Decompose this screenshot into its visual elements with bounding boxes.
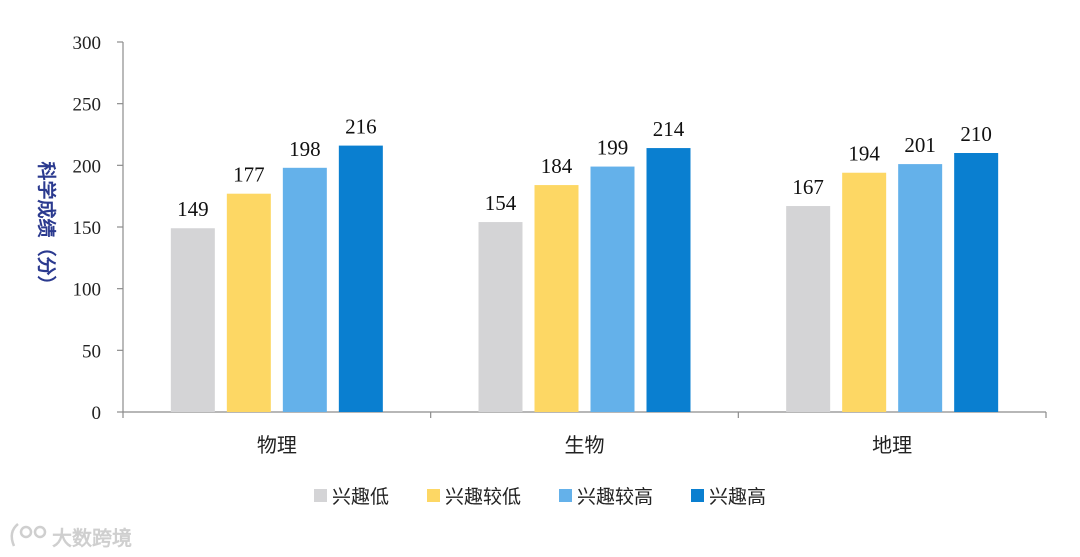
bar xyxy=(898,164,943,412)
bars xyxy=(170,145,999,413)
data-label: 201 xyxy=(904,133,936,157)
y-tick-label: 200 xyxy=(73,156,102,177)
y-tick-label: 100 xyxy=(73,280,102,301)
data-label: 194 xyxy=(848,142,880,166)
bar xyxy=(478,222,523,412)
bar xyxy=(954,153,999,412)
data-label: 210 xyxy=(960,122,992,146)
bar xyxy=(282,167,327,412)
legend-label: 兴趣高 xyxy=(709,486,766,508)
data-labels: 149 177 198 216 154 184 199 214 167 194 201 210 xyxy=(177,115,992,222)
bar xyxy=(646,148,691,413)
y-tick-label: 250 xyxy=(73,95,102,116)
brand-logo-icon xyxy=(10,523,47,547)
data-label: 199 xyxy=(597,136,629,160)
x-category-label: 物理 xyxy=(257,433,297,457)
bar xyxy=(534,185,579,412)
legend-swatch xyxy=(314,489,327,502)
legend-label: 兴趣低 xyxy=(332,486,389,508)
x-category-label: 生物 xyxy=(565,433,605,457)
bar xyxy=(226,193,271,412)
x-category-label: 地理 xyxy=(872,433,912,457)
y-tick-label: 150 xyxy=(73,218,102,239)
data-label: 198 xyxy=(289,137,321,161)
bar xyxy=(786,206,831,412)
y-tick-label: 50 xyxy=(82,341,101,362)
axes: 0 50 100 150 200 250 300 物理 生物 地理 xyxy=(73,33,1047,457)
legend-label: 兴趣较低 xyxy=(445,486,521,508)
legend: 兴趣低 兴趣较低 兴趣较高 兴趣高 xyxy=(314,486,766,508)
legend-swatch xyxy=(559,489,572,502)
data-label: 214 xyxy=(653,117,685,141)
y-tick-label: 0 xyxy=(92,403,102,424)
legend-swatch xyxy=(427,489,440,502)
data-label: 184 xyxy=(541,154,573,178)
data-label: 149 xyxy=(177,197,209,221)
bar xyxy=(842,172,887,412)
data-label: 177 xyxy=(233,163,265,187)
watermark-text: 大数跨境 xyxy=(52,526,132,550)
data-label: 216 xyxy=(345,115,377,139)
bar xyxy=(590,166,635,412)
y-tick-label: 300 xyxy=(73,33,102,54)
data-label: 167 xyxy=(792,175,824,199)
watermark: 大数跨境 xyxy=(10,523,132,550)
bar xyxy=(170,228,215,412)
y-axis-title: 科学成绩（分） xyxy=(35,161,58,294)
data-label: 154 xyxy=(485,191,517,215)
legend-label: 兴趣较高 xyxy=(577,486,653,508)
bar xyxy=(338,145,383,412)
legend-swatch xyxy=(691,489,704,502)
